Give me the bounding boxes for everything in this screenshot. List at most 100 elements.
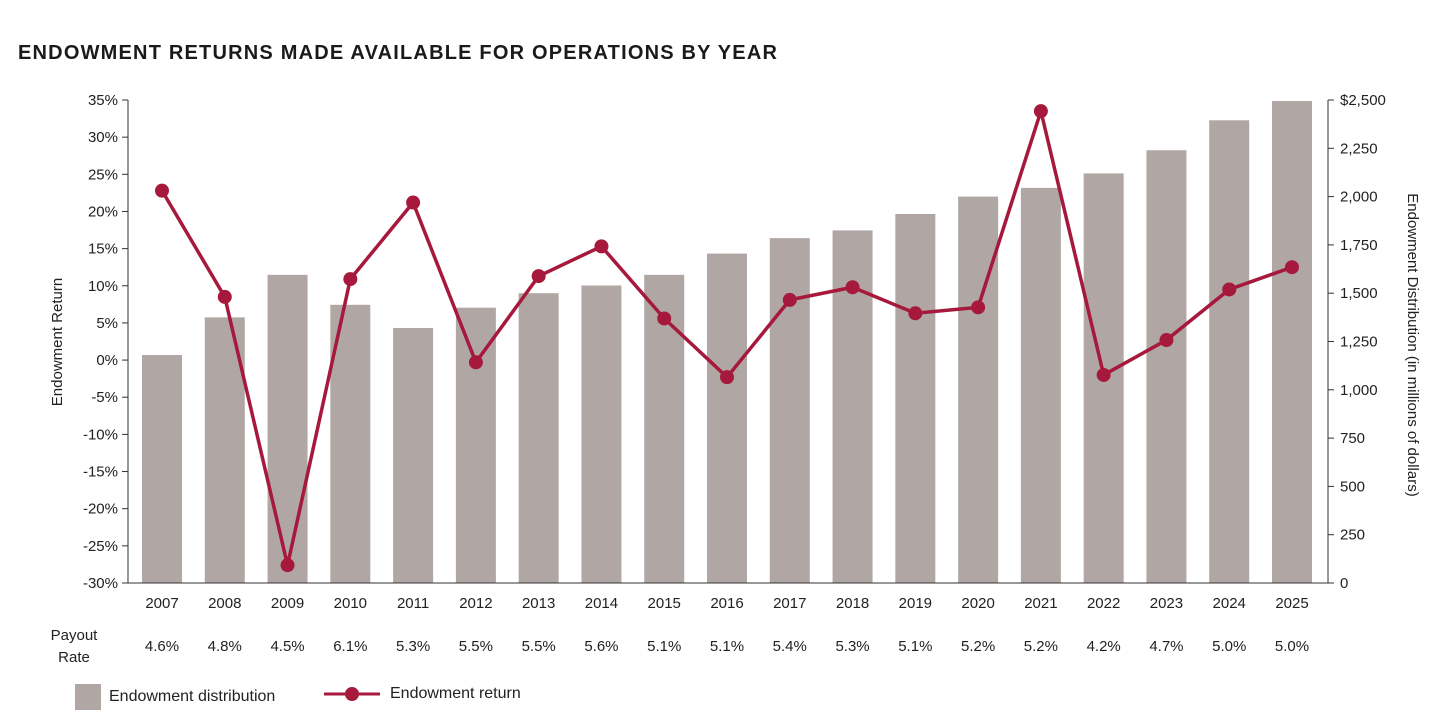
return-point-2020: [971, 300, 986, 315]
payout-rate-value: 5.5%: [522, 638, 556, 655]
left-tick-label: 30%: [88, 129, 118, 146]
bar-2023: [1146, 150, 1187, 583]
right-tick-label: 500: [1340, 478, 1365, 495]
bar-2011: [393, 327, 434, 583]
bar-2020: [958, 196, 999, 583]
payout-rate-value: 6.1%: [333, 638, 367, 655]
left-tick-label: 35%: [88, 92, 118, 109]
return-point-2021: [1033, 104, 1048, 119]
x-tick-label: 2016: [710, 595, 743, 612]
bar-2013: [518, 293, 559, 583]
x-tick-label: 2025: [1275, 595, 1308, 612]
x-tick-label: 2022: [1087, 595, 1120, 612]
bar-2019: [895, 213, 936, 583]
payout-rate-value: 4.8%: [208, 638, 242, 655]
return-point-2008: [217, 289, 232, 304]
left-axis-label: Endowment Return: [49, 278, 66, 406]
payout-rate-value: 5.1%: [710, 638, 744, 655]
x-tick-label: 2017: [773, 595, 806, 612]
return-point-2022: [1096, 367, 1111, 382]
chart-title: ENDOWMENT RETURNS MADE AVAILABLE FOR OPE…: [18, 42, 779, 64]
x-tick-label: 2012: [459, 595, 492, 612]
x-tick-label: 2010: [334, 595, 367, 612]
legend-item-distribution: Endowment distribution: [75, 684, 275, 710]
legend-item-return: Endowment return: [324, 684, 521, 704]
payout-label: Payout: [51, 627, 99, 644]
payout-rate-value: 4.2%: [1087, 638, 1121, 655]
x-tick-label: 2011: [397, 595, 429, 612]
bar-2009: [267, 274, 308, 583]
return-point-2009: [280, 558, 295, 573]
bar-2007: [142, 355, 182, 583]
x-tick-label: 2018: [836, 595, 869, 612]
return-point-2011: [406, 195, 421, 210]
right-tick-label: 750: [1340, 430, 1365, 447]
payout-rate-value: 5.6%: [584, 638, 618, 655]
left-tick-label: -15%: [83, 464, 118, 481]
bar-2014: [581, 285, 622, 583]
right-tick-label: 1,750: [1340, 237, 1378, 254]
return-point-2015: [657, 311, 672, 326]
bar-2015: [644, 274, 685, 583]
return-point-2023: [1159, 333, 1174, 348]
x-tick-label: 2021: [1024, 595, 1057, 612]
payout-rate-value: 5.2%: [961, 638, 995, 655]
x-tick-label: 2020: [961, 595, 994, 612]
return-point-2025: [1285, 260, 1299, 275]
payout-rate-value: 5.4%: [773, 638, 807, 655]
right-tick-label: 0: [1340, 575, 1348, 592]
legend-label: Endowment distribution: [109, 688, 276, 705]
left-tick-label: -5%: [91, 389, 118, 406]
right-tick-label: 1,000: [1340, 382, 1378, 399]
bar-2024: [1209, 120, 1250, 583]
bar-2008: [204, 317, 245, 583]
x-tick-label: 2009: [271, 595, 304, 612]
right-axis-label: Endowment Distribution (in millions of d…: [1404, 193, 1421, 496]
x-tick-label: 2007: [145, 595, 178, 612]
right-tick-label: $2,500: [1340, 92, 1386, 109]
left-tick-label: 25%: [88, 166, 118, 183]
left-tick-label: 15%: [88, 241, 118, 258]
return-point-2024: [1222, 282, 1237, 297]
right-tick-label: 1,500: [1340, 285, 1378, 302]
payout-rate-value: 5.5%: [459, 638, 493, 655]
return-point-2010: [343, 272, 358, 287]
right-tick-label: 2,000: [1340, 189, 1378, 206]
payout-rate-value: 5.2%: [1024, 638, 1058, 655]
payout-rate-value: 5.0%: [1275, 638, 1309, 655]
left-tick-label: -30%: [83, 575, 118, 592]
payout-rate-value: 5.3%: [835, 638, 869, 655]
payout-rate-value: 4.5%: [270, 638, 304, 655]
payout-rate-value: 5.1%: [898, 638, 932, 655]
right-tick-label: 1,250: [1340, 334, 1378, 351]
left-tick-label: -10%: [83, 426, 118, 443]
return-point-2016: [720, 370, 734, 385]
left-tick-label: -25%: [83, 538, 118, 555]
x-tick-label: 2013: [522, 595, 555, 612]
bar-2016: [707, 253, 747, 583]
x-tick-label: 2014: [585, 595, 618, 612]
x-tick-label: 2023: [1150, 595, 1183, 612]
return-point-2012: [468, 355, 483, 370]
return-point-2019: [908, 306, 923, 321]
legend-swatch-line: [324, 687, 380, 701]
left-tick-label: 20%: [88, 203, 118, 220]
return-point-2013: [531, 269, 546, 284]
payout-rate-value: 5.1%: [647, 638, 681, 655]
x-tick-label: 2008: [208, 595, 241, 612]
payout-label: Rate: [58, 649, 90, 666]
payout-rate-value: 4.6%: [145, 638, 179, 655]
right-tick-label: 2,250: [1340, 140, 1378, 157]
x-tick-label: 2019: [899, 595, 932, 612]
bar-2010: [330, 304, 371, 583]
bar-2025: [1272, 100, 1312, 583]
x-tick-label: 2015: [648, 595, 681, 612]
return-point-2017: [782, 292, 797, 307]
return-point-2014: [594, 239, 609, 254]
bar-2017: [769, 238, 810, 583]
legend-label: Endowment return: [390, 685, 521, 702]
bar-2021: [1020, 187, 1061, 583]
return-point-2018: [845, 280, 860, 295]
legend-swatch-bar: [75, 684, 101, 710]
